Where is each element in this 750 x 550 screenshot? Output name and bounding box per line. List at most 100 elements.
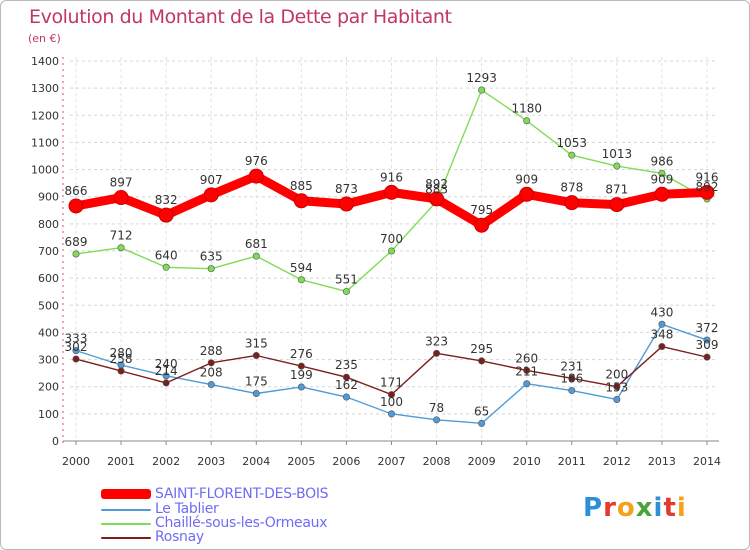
data-point [658,169,666,177]
data-point [478,419,486,427]
y-tick-label: 1200 [31,109,59,122]
data-label: 302 [65,340,88,354]
data-label: 348 [650,328,673,342]
data-point [338,196,354,212]
x-tick-label: 2014 [693,455,721,468]
data-label: 309 [696,338,719,352]
logo-letter: o [616,493,636,523]
x-tick-label: 2005 [287,455,315,468]
data-point [478,86,486,94]
data-point [207,265,215,273]
chart-title: Evolution du Montant de la Dette par Hab… [29,6,452,28]
x-tick-label: 2007 [378,455,406,468]
data-label: 1053 [557,136,588,150]
data-label: 795 [470,203,493,217]
x-tick-label: 2004 [242,455,270,468]
data-label: 635 [200,250,223,264]
y-tick-label: 1100 [31,136,59,149]
data-label: 258 [110,352,133,366]
data-label: 100 [380,395,403,409]
x-tick-label: 2013 [648,455,676,468]
data-label: 280 [110,346,133,360]
data-point [523,366,531,374]
data-point [72,250,80,258]
data-point [384,184,399,200]
data-point [613,383,621,391]
legend-swatch [101,537,151,539]
data-label: 276 [290,347,313,361]
y-tick-labels: 0 100 200 300 400 500 600 700 800 900 1000 1100 1200… [31,55,59,448]
proxiti-logo: Proxiti [583,493,687,523]
data-label: 700 [380,232,403,246]
legend-item-le-tablier[interactable]: Le Tablier [101,501,421,518]
data-point [478,357,486,365]
x-tick-label: 2010 [513,455,541,468]
series-group [68,86,715,427]
legend-item-rosnay[interactable]: Rosnay [101,529,421,546]
data-point [342,393,350,401]
y-tick-label: 400 [38,326,59,339]
data-label: 832 [155,193,178,207]
data-label: 240 [155,357,178,371]
x-tick-label: 2012 [603,455,631,468]
data-label: 333 [65,332,88,346]
legend-swatch [101,509,151,511]
data-label: 430 [650,305,673,319]
data-label: 231 [560,359,583,373]
data-point [342,373,350,381]
x-tick-labels: 2000 2001 2002 2003 2004 2005 2006 2007 2008 2009… [62,455,721,468]
logo-letter: x [635,493,654,523]
y-tick-label: 700 [38,245,59,258]
data-point [654,186,670,202]
data-label: 153 [605,380,628,394]
data-point [113,190,129,206]
data-label: 288 [200,344,223,358]
data-point [203,187,219,203]
data-point [207,381,215,389]
data-label: 878 [560,181,583,195]
data-point [568,374,576,382]
data-point [248,168,264,184]
legend-item-saint-florent[interactable]: SAINT-FLORENT-DES-BOIS [101,486,421,503]
data-label: 907 [200,173,223,187]
data-point [433,349,441,357]
y-tick-label: 1400 [31,55,59,68]
data-label: 885 [290,179,313,193]
y-tick-label: 500 [38,299,59,312]
y-tick-label: 600 [38,272,59,285]
x-tick-label: 2009 [468,455,496,468]
data-label: 175 [245,375,268,389]
legend-item-chaille[interactable]: Chaillé-sous-les-Ormeaux [101,515,421,532]
data-label: 681 [245,237,268,251]
data-label: 594 [290,261,313,275]
data-label: 171 [380,376,403,390]
y-tick-label: 900 [38,191,59,204]
y-tick-label: 1000 [31,164,59,177]
y-tick-label: 200 [38,381,59,394]
data-point [609,197,625,213]
data-label: 873 [335,182,358,196]
data-label: 200 [605,368,628,382]
data-point [252,389,260,397]
data-label: 866 [65,184,88,198]
data-label: 65 [474,404,489,418]
data-point [519,186,535,202]
data-label: 916 [380,170,403,184]
x-tick-label: 2008 [423,455,451,468]
data-point [387,247,395,255]
y-tick-label: 0 [52,435,59,448]
legend-label: Rosnay [155,529,204,545]
data-point [297,362,305,370]
data-point [613,395,621,403]
data-point [613,162,621,170]
data-label: 211 [515,365,538,379]
data-label: 909 [650,172,673,186]
logo-letter: r [603,493,617,523]
data-label: 897 [110,176,133,190]
y-tick-label: 800 [38,218,59,231]
data-label: 1180 [511,102,542,116]
unit-label: (en €) [28,32,61,45]
data-label: 295 [470,342,493,356]
data-label: 883 [425,182,448,196]
